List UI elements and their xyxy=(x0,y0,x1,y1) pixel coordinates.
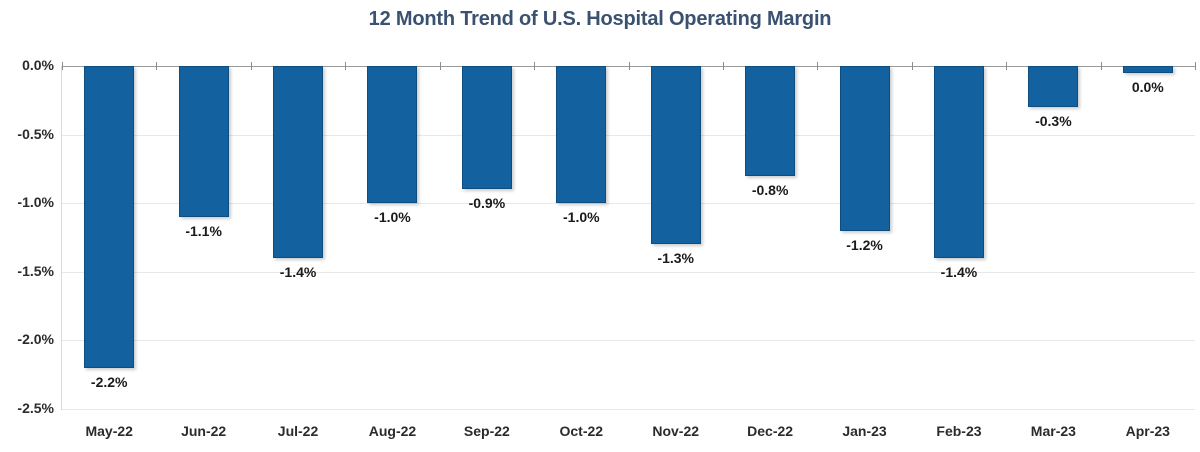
bar[interactable] xyxy=(650,66,701,245)
x-axis-tick-mark xyxy=(156,62,158,70)
x-axis-tick-mark xyxy=(62,62,63,70)
y-axis-tick-label: -2.5% xyxy=(17,400,54,416)
bar[interactable] xyxy=(178,66,229,217)
y-axis-tick-label: -1.0% xyxy=(17,194,54,211)
x-axis-tick-mark xyxy=(439,62,441,70)
y-axis-tick-label: 0.0% xyxy=(22,57,54,73)
x-axis-tick-mark xyxy=(345,62,347,70)
x-axis-category-label: Dec-22 xyxy=(747,423,794,439)
bar[interactable] xyxy=(84,66,135,368)
y-axis-line xyxy=(61,66,62,410)
x-axis-tick-mark xyxy=(817,62,819,70)
bar[interactable] xyxy=(367,66,418,204)
x-axis-category-label: Jan-23 xyxy=(842,423,887,439)
bar-data-label: -1.3% xyxy=(657,250,694,267)
bar[interactable] xyxy=(461,66,512,190)
bar[interactable] xyxy=(745,66,796,176)
bar-data-label: -1.4% xyxy=(279,264,317,281)
x-axis-category-label: Feb-23 xyxy=(936,423,982,439)
y-axis-tick-label: -2.0% xyxy=(17,331,54,348)
y-axis-tick-label: -0.5% xyxy=(17,125,54,142)
x-axis-category-label: May-22 xyxy=(85,423,133,439)
bar-data-label: -1.2% xyxy=(846,236,883,253)
x-axis-tick-mark xyxy=(534,62,536,70)
bar[interactable] xyxy=(273,66,324,259)
bar-data-label: -0.3% xyxy=(1035,113,1072,130)
x-axis-tick-mark xyxy=(1006,62,1008,70)
x-axis-category-label: Oct-22 xyxy=(559,423,604,439)
bar-data-label: -0.9% xyxy=(468,195,506,212)
x-axis-category-label: Sep-22 xyxy=(463,423,510,439)
x-axis-tick-mark xyxy=(1100,62,1102,70)
bar-data-label: 0.0% xyxy=(1131,79,1164,95)
bar-data-label: -2.2% xyxy=(90,373,128,390)
bar[interactable] xyxy=(556,66,607,204)
x-axis-category-label: Aug-22 xyxy=(368,423,417,439)
bar-data-label: -1.0% xyxy=(374,209,411,226)
gridline--1.0% xyxy=(62,203,1195,205)
x-axis-tick-mark xyxy=(628,62,630,70)
gridline--2.0% xyxy=(62,340,1195,342)
chart-title: 12 Month Trend of U.S. Hospital Operatin… xyxy=(368,8,832,30)
x-axis-tick-mark xyxy=(250,62,252,70)
bar-data-label: -1.0% xyxy=(562,209,600,226)
x-axis-category-label: Jul-22 xyxy=(277,423,319,439)
x-axis-category-label: Apr-23 xyxy=(1125,423,1170,439)
gridline--0.5% xyxy=(62,134,1195,136)
y-axis-tick-label: -1.5% xyxy=(17,262,54,279)
bar[interactable] xyxy=(839,66,890,231)
bar-data-label: -1.4% xyxy=(940,264,978,281)
x-axis-tick-mark xyxy=(911,62,913,70)
x-axis-category-label: Jun-22 xyxy=(181,423,227,439)
bar[interactable] xyxy=(933,66,984,259)
bar[interactable] xyxy=(1122,66,1173,73)
bar-data-label: -0.8% xyxy=(751,181,789,198)
x-axis-tick-mark xyxy=(722,62,724,70)
x-axis-category-label: Nov-22 xyxy=(652,423,700,439)
gridline--1.5% xyxy=(62,271,1195,273)
plot-area xyxy=(62,62,1196,410)
x-axis-category-label: Mar-23 xyxy=(1030,423,1076,439)
x-axis-tick-mark xyxy=(1195,62,1196,70)
bar-data-label: -1.1% xyxy=(185,222,222,239)
bar[interactable] xyxy=(1028,66,1079,108)
gridline--2.5% xyxy=(62,409,1195,410)
